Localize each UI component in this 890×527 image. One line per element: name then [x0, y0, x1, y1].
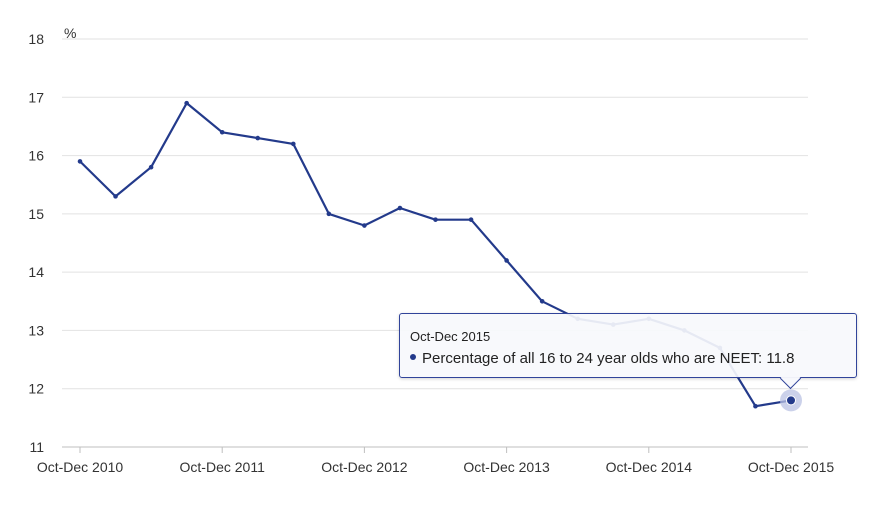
y-tick-label: 13	[28, 322, 44, 338]
chart-tooltip: Oct-Dec 2015 Percentage of all 16 to 24 …	[399, 313, 857, 390]
data-point	[148, 164, 154, 170]
y-tick-label: 11	[29, 439, 44, 455]
data-point	[326, 211, 332, 217]
tooltip-title: Oct-Dec 2015	[410, 329, 491, 344]
tooltip-series-dot	[410, 354, 416, 360]
data-point	[539, 298, 545, 304]
y-tick-label: 18	[28, 31, 44, 47]
data-point	[433, 217, 438, 222]
data-point	[219, 129, 225, 135]
data-point	[397, 205, 403, 211]
x-tick-label: Oct-Dec 2013	[463, 459, 550, 475]
data-point	[468, 217, 474, 222]
y-tick-label: 17	[28, 89, 44, 105]
y-axis-label: %	[64, 25, 76, 41]
tooltip-series-label: Percentage of all 16 to 24 year olds who…	[422, 350, 795, 367]
x-tick-label: Oct-Dec 2010	[37, 459, 124, 475]
hover-point	[786, 395, 796, 406]
x-tick-label: Oct-Dec 2011	[180, 459, 266, 475]
y-tick-label: 16	[28, 148, 44, 164]
data-point	[504, 258, 509, 263]
data-point	[255, 135, 261, 141]
x-tick-label: Oct-Dec 2015	[748, 459, 835, 475]
tooltip-series-row: Percentage of all 16 to 24 year olds who…	[410, 350, 794, 368]
data-point	[362, 223, 367, 228]
data-point	[77, 159, 83, 164]
y-tick-label: 14	[28, 264, 44, 280]
data-point	[753, 403, 758, 409]
data-point	[291, 141, 296, 147]
x-axis-tick-labels: Oct-Dec 2010 Oct-Dec 2011 Oct-Dec 2012 Oct-…	[37, 459, 835, 475]
data-point	[113, 194, 118, 199]
y-tick-label: 15	[28, 206, 44, 222]
y-tick-label: 12	[28, 381, 44, 397]
x-axis-ticks	[79, 447, 792, 453]
y-axis-tick-labels: 11 12 13 14 15 16 17 18	[28, 31, 44, 455]
x-tick-label: Oct-Dec 2014	[606, 459, 693, 475]
gridlines	[62, 38, 808, 390]
x-tick-label: Oct-Dec 2012	[321, 459, 408, 475]
data-point	[184, 100, 189, 106]
